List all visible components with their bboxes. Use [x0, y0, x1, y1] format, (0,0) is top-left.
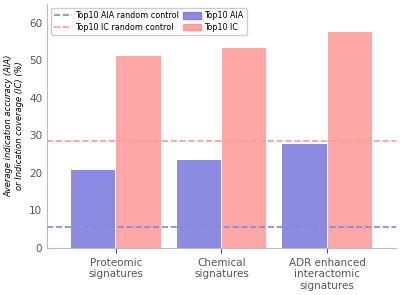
Y-axis label: Average indication accuracy (AIA)
or Indication coverage (IC) (%): Average indication accuracy (AIA) or Ind… [4, 55, 24, 197]
Legend: Top10 AIA random control, Top10 IC random control, Top10 AIA, Top10 IC: Top10 AIA random control, Top10 IC rando… [51, 8, 247, 35]
Bar [328, 32, 372, 248]
Bar [71, 170, 115, 248]
Bar [176, 160, 221, 248]
Bar [222, 48, 266, 248]
Bar [116, 56, 161, 248]
Bar [282, 144, 327, 248]
